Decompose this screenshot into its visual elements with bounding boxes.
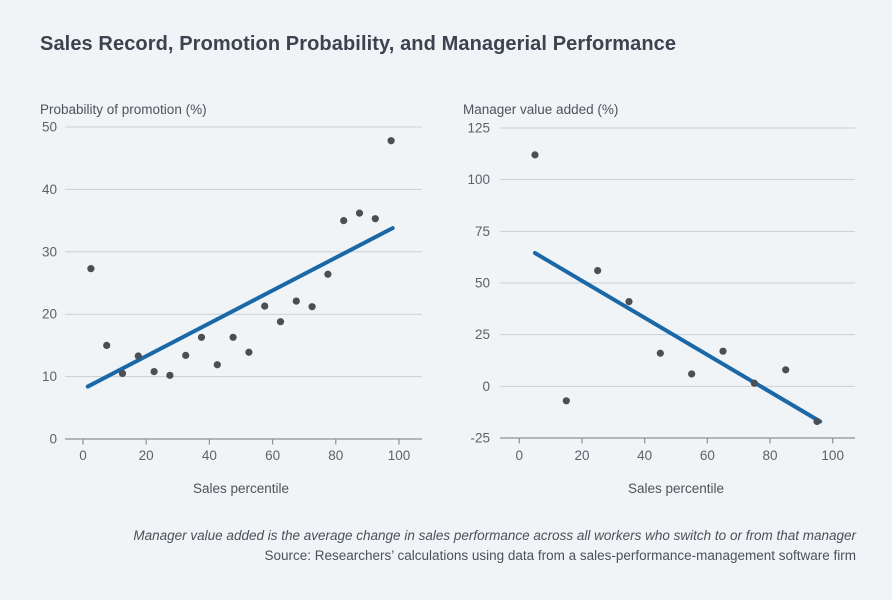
y-axis-title: Probability of promotion (%) (40, 102, 207, 117)
scatter-point (813, 417, 821, 426)
scatter-point (625, 298, 633, 306)
scatter-point (118, 369, 127, 378)
y-tick-label: 75 (475, 224, 490, 239)
y-tick-label: 125 (467, 121, 490, 136)
scatter-point (308, 303, 316, 311)
scatter-point (371, 215, 379, 223)
scatter-point (182, 351, 190, 359)
x-tick-label: 0 (79, 448, 87, 463)
y-tick-label: 0 (482, 379, 490, 394)
scatter-point (688, 370, 696, 378)
scatter-point (261, 302, 269, 310)
scatter-point (229, 333, 237, 341)
scatter-point (197, 333, 206, 341)
footer-note: Manager value added is the average chang… (133, 528, 856, 543)
y-tick-label: 100 (467, 172, 490, 187)
scatter-point (387, 137, 395, 145)
y-tick-label: 0 (49, 432, 57, 447)
x-tick-label: 40 (202, 448, 217, 463)
scatter-point (656, 349, 664, 357)
footer-source: Source: Researchers’ calculations using … (264, 547, 856, 563)
scatter-point (324, 270, 332, 278)
x-tick-label: 60 (265, 448, 280, 463)
trend-line (85, 226, 395, 389)
x-axis-title: Sales percentile (628, 481, 724, 496)
x-axis-title: Sales percentile (193, 481, 289, 496)
y-tick-label: 20 (42, 307, 57, 322)
y-tick-label: 40 (42, 182, 57, 197)
scatter-point (276, 318, 285, 326)
scatter-point (292, 297, 300, 305)
y-tick-label: 50 (42, 120, 57, 135)
y-tick-label: 10 (42, 369, 57, 384)
y-tick-label: 25 (475, 327, 490, 342)
x-tick-label: 100 (388, 448, 411, 463)
y-axis-title: Manager value added (%) (463, 102, 618, 117)
y-tick-label: -25 (470, 431, 490, 446)
scatter-point (719, 347, 727, 355)
x-tick-label: 80 (328, 448, 343, 463)
scatter-point (782, 366, 790, 374)
y-tick-label: 50 (475, 276, 490, 291)
x-tick-label: 40 (637, 448, 652, 463)
manager-value-added-chart: Manager value added (%) -25 0 25 50 75 100 125 0… (463, 102, 855, 496)
scatter-point (166, 371, 174, 379)
scatter-point (594, 267, 602, 275)
x-tick-label: 20 (574, 448, 589, 463)
scatter-point (355, 209, 364, 217)
scatter-point (87, 265, 95, 273)
scatter-point (245, 348, 253, 356)
x-tick-label: 0 (516, 448, 524, 463)
x-tick-label: 60 (700, 448, 715, 463)
scatter-point (531, 151, 539, 159)
scatter-point (103, 341, 111, 349)
scatter-point (750, 379, 758, 387)
trend-line (532, 251, 823, 424)
figure-title: Sales Record, Promotion Probability, and… (40, 33, 677, 55)
scatter-point (340, 217, 348, 225)
x-tick-label: 100 (821, 448, 844, 463)
scatter-point (134, 352, 142, 360)
figure-footer: Manager value added is the average chang… (26, 526, 856, 565)
y-tick-label: 30 (42, 244, 57, 259)
x-tick-label: 20 (139, 448, 154, 463)
x-tick-label: 80 (763, 448, 778, 463)
scatter-point (562, 397, 570, 405)
scatter-point (213, 361, 221, 369)
scatter-point (150, 368, 158, 376)
promotion-probability-chart: Probability of promotion (%) 0 10 20 30 40 50 0… (40, 102, 422, 496)
